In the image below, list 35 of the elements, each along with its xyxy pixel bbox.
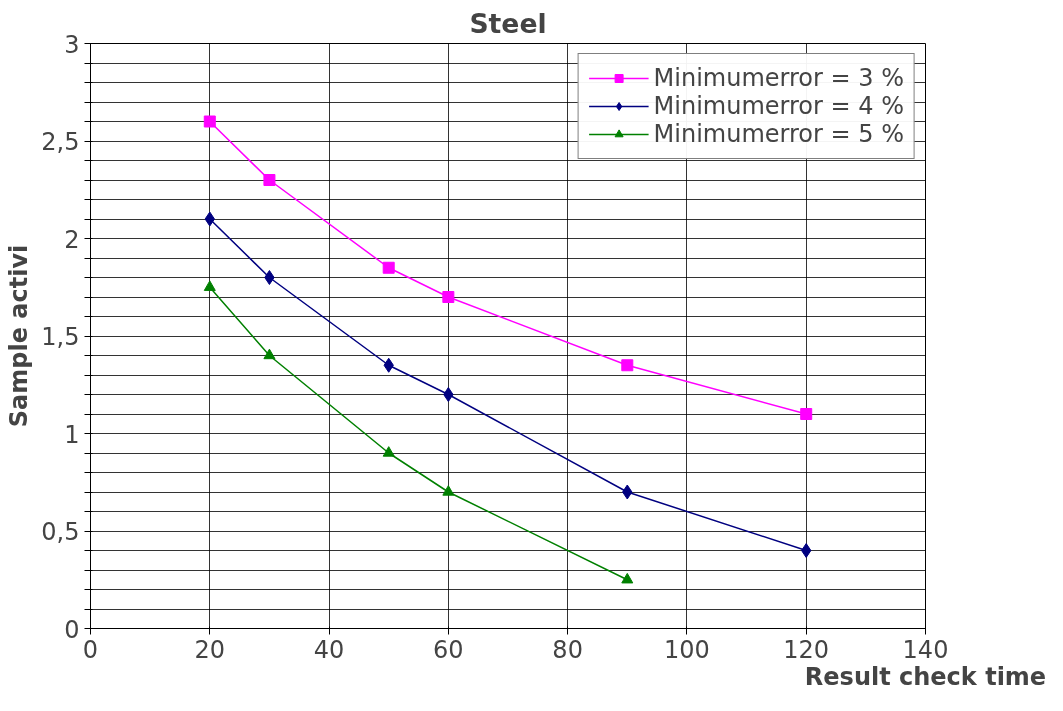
x-axis-title: Result check time [804,662,1047,691]
y-tick-label: 0 [64,615,80,644]
point [621,572,634,584]
point [801,543,812,558]
point [203,115,216,128]
point [203,280,216,291]
x-tick-label: 120 [783,635,830,664]
x-tick-label: 100 [664,635,710,664]
point [264,270,275,285]
point [263,174,276,186]
point [382,261,395,274]
y-tick-label: 2,5 [41,128,80,156]
point [443,387,454,402]
point [621,359,634,372]
x-tick-label: 80 [552,635,583,664]
point [382,446,395,457]
x-tick-label: 20 [194,635,226,664]
point [263,348,276,360]
point [442,291,455,303]
point [442,485,455,496]
x-tick-label: 40 [313,635,345,664]
y-tick-label: 1 [64,420,80,449]
y-tick-label: 0,5 [41,518,80,546]
y-axis-title: Sample activi [5,244,34,428]
y-tick-label: 1,5 [41,323,80,351]
x-tick-label: 0 [82,635,99,664]
x-tick-label: 60 [433,635,464,664]
legend-label: Minimumerror = 4 % [653,92,904,120]
legend-label: Minimumerror = 3 % [653,64,904,92]
y-tick-label: 2 [64,225,80,254]
y-tick-label: 3 [64,30,80,59]
x-tick-label: 140 [902,635,949,664]
point [800,408,813,420]
chart-title: Steel [469,7,547,39]
legend-label: Minimumerror = 5 % [653,120,904,148]
